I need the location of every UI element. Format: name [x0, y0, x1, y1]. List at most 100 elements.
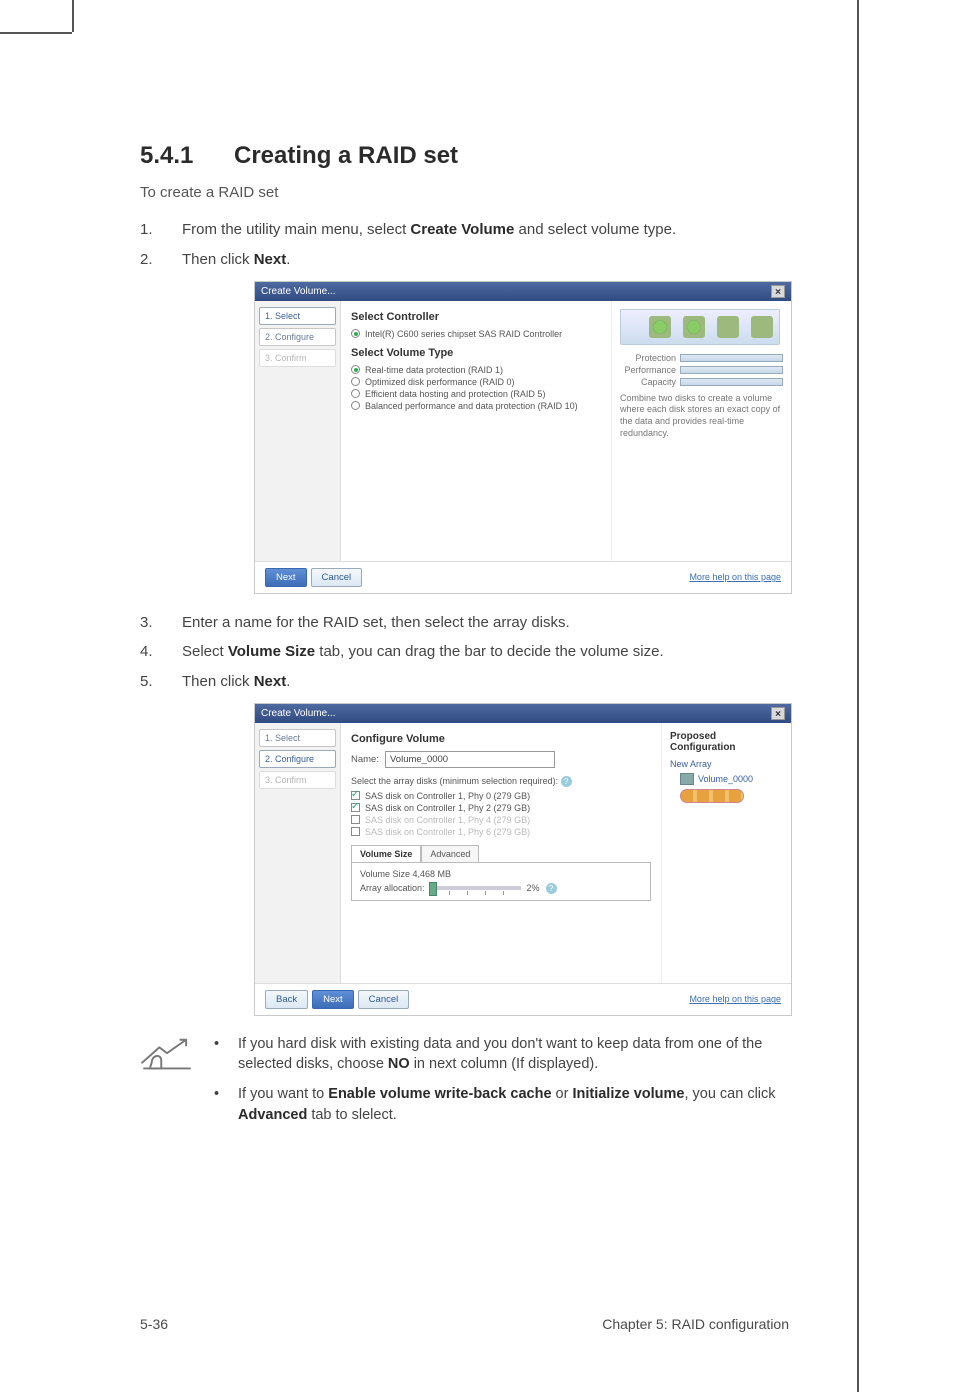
radio-icon[interactable] [351, 377, 360, 386]
meter-bar [680, 354, 783, 362]
back-button[interactable]: Back [265, 990, 308, 1009]
raid-type-option: Efficient data hosting and protection (R… [365, 389, 545, 399]
screenshot-create-volume-select: Create Volume... × 1. Select 2. Configur… [254, 281, 792, 594]
meter-label: Protection [620, 353, 676, 363]
step-text: Then click Next. [182, 671, 789, 693]
wizard-step-configure: 2. Configure [259, 328, 336, 346]
wizard-step-confirm: 3. Confirm [259, 771, 336, 789]
dialog-main: Configure Volume Name: Volume_0000 Selec… [341, 723, 661, 983]
close-icon[interactable]: × [771, 707, 785, 720]
steps-list-a: 1. From the utility main menu, select Cr… [140, 219, 789, 271]
page-footer: 5-36 Chapter 5: RAID configuration [140, 1316, 789, 1332]
step-number: 3. [140, 612, 182, 634]
proposed-pane: Proposed Configuration New Array Volume_… [661, 723, 791, 983]
step-number: 5. [140, 671, 182, 693]
dialog-footer: Back Next Cancel More help on this page [255, 983, 791, 1015]
info-icon[interactable]: ? [561, 776, 572, 787]
next-button[interactable]: Next [312, 990, 354, 1009]
disk-illustration-icon [620, 309, 780, 345]
intro-text: To create a RAID set [140, 184, 789, 201]
section-heading: 5.4.1Creating a RAID set [140, 142, 789, 170]
wizard-step-confirm: 3. Confirm [259, 349, 336, 367]
volume-name-input[interactable]: Volume_0000 [385, 751, 555, 768]
volume-icon [680, 773, 694, 785]
wizard-steps: 1. Select 2. Configure 3. Confirm [255, 723, 341, 983]
chapter-label: Chapter 5: RAID configuration [602, 1316, 789, 1332]
step-text: Enter a name for the RAID set, then sele… [182, 612, 789, 634]
note-text: If you want to Enable volume write-back … [238, 1084, 789, 1125]
select-volume-type-heading: Select Volume Type [351, 347, 601, 359]
radio-icon[interactable] [351, 365, 360, 374]
proposed-heading: Proposed Configuration [670, 731, 783, 753]
info-pane: Protection Performance Capacity Combine … [611, 301, 791, 561]
note-hand-icon [138, 1034, 196, 1135]
step-number: 4. [140, 641, 182, 663]
array-strip-icon [680, 789, 744, 803]
select-controller-heading: Select Controller [351, 311, 601, 323]
volume-size-text: Volume Size 4,468 MB [360, 869, 642, 879]
crop-mark-top [0, 32, 72, 34]
help-link[interactable]: More help on this page [689, 572, 781, 582]
steps-list-b: 3. Enter a name for the RAID set, then s… [140, 612, 789, 693]
dialog-titlebar: Create Volume... × [255, 704, 791, 723]
dialog-titlebar: Create Volume... × [255, 282, 791, 301]
name-label: Name: [351, 754, 379, 765]
close-icon[interactable]: × [771, 285, 785, 298]
section-title: Creating a RAID set [234, 142, 458, 169]
checkbox-icon[interactable] [351, 815, 360, 824]
proposed-volume-name: Volume_0000 [698, 774, 753, 784]
bullet-icon: • [214, 1034, 238, 1075]
next-button[interactable]: Next [265, 568, 307, 587]
disk-option: SAS disk on Controller 1, Phy 4 (279 GB) [365, 815, 530, 825]
step-text: Select Volume Size tab, you can drag the… [182, 641, 789, 663]
raid-type-option: Balanced performance and data protection… [365, 401, 578, 411]
wizard-step-configure[interactable]: 2. Configure [259, 750, 336, 768]
proposed-new-array: New Array [670, 759, 783, 769]
type-description: Combine two disks to create a volume whe… [620, 393, 783, 440]
tab-volume-size[interactable]: Volume Size [351, 845, 421, 862]
dialog-main: Select Controller Intel(R) C600 series c… [341, 301, 611, 561]
allocation-value: 2% [527, 883, 540, 893]
raid-type-option: Real-time data protection (RAID 1) [365, 365, 503, 375]
radio-icon[interactable] [351, 401, 360, 410]
allocation-label: Array allocation: [360, 883, 425, 893]
step-text: Then click Next. [182, 249, 789, 271]
configure-volume-heading: Configure Volume [351, 733, 651, 745]
radio-icon[interactable] [351, 389, 360, 398]
raid-type-option: Optimized disk performance (RAID 0) [365, 377, 515, 387]
cancel-button[interactable]: Cancel [311, 568, 363, 587]
checkbox-icon[interactable] [351, 803, 360, 812]
dialog-footer: Next Cancel More help on this page [255, 561, 791, 593]
note-text: If you hard disk with existing data and … [238, 1034, 789, 1075]
disk-option: SAS disk on Controller 1, Phy 0 (279 GB) [365, 791, 530, 801]
info-icon[interactable]: ? [546, 883, 557, 894]
screenshot-create-volume-configure: Create Volume... × 1. Select 2. Configur… [254, 703, 792, 1016]
tab-body: Volume Size 4,468 MB Array allocation: 2… [351, 862, 651, 901]
tab-advanced[interactable]: Advanced [421, 845, 479, 862]
wizard-steps: 1. Select 2. Configure 3. Confirm [255, 301, 341, 561]
step-number: 1. [140, 219, 182, 241]
meter-bar [680, 366, 783, 374]
page-number: 5-36 [140, 1316, 168, 1332]
meter-bar [680, 378, 783, 386]
help-link[interactable]: More help on this page [689, 994, 781, 1004]
checkbox-icon[interactable] [351, 791, 360, 800]
wizard-step-select[interactable]: 1. Select [259, 307, 336, 325]
meter-label: Capacity [620, 377, 676, 387]
meter-label: Performance [620, 365, 676, 375]
disk-option: SAS disk on Controller 1, Phy 2 (279 GB) [365, 803, 530, 813]
wizard-step-select: 1. Select [259, 729, 336, 747]
array-prompt: Select the array disks (minimum selectio… [351, 776, 558, 786]
note-block: • If you hard disk with existing data an… [138, 1034, 789, 1135]
allocation-slider[interactable]: Array allocation: 2% ? [360, 883, 642, 894]
section-number: 5.4.1 [140, 142, 234, 170]
bullet-icon: • [214, 1084, 238, 1125]
crop-mark-left [72, 0, 74, 32]
step-text: From the utility main menu, select Creat… [182, 219, 789, 241]
vertical-separator [857, 0, 859, 1392]
controller-option: Intel(R) C600 series chipset SAS RAID Co… [365, 329, 562, 339]
step-number: 2. [140, 249, 182, 271]
checkbox-icon[interactable] [351, 827, 360, 836]
cancel-button[interactable]: Cancel [358, 990, 410, 1009]
radio-icon[interactable] [351, 329, 360, 338]
